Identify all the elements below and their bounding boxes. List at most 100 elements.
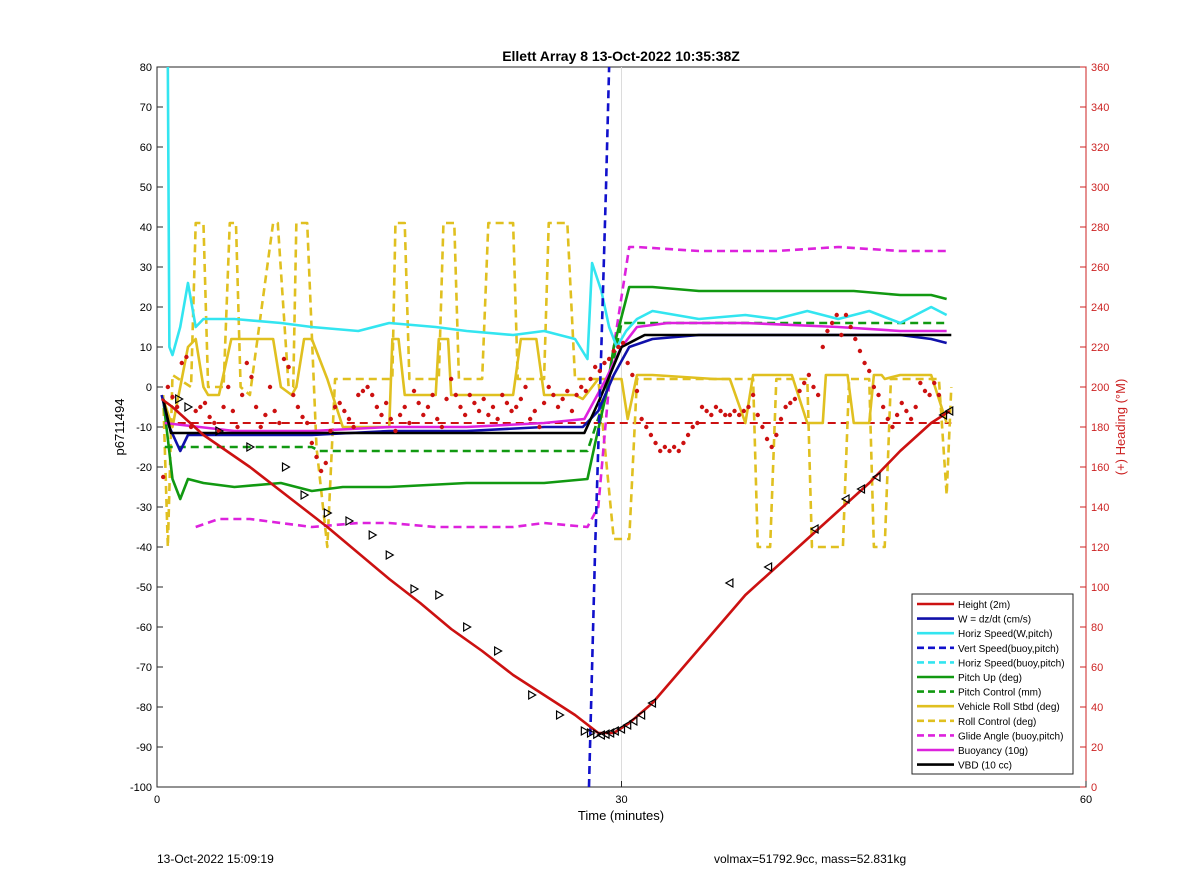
legend-label-buoyancy-10g: Buoyancy (10g) <box>958 746 1028 757</box>
heading-point <box>685 432 691 438</box>
heading-point <box>184 354 189 360</box>
heading-point <box>188 424 194 430</box>
y2-tick-label: 180 <box>1091 422 1109 434</box>
y2-tick-label: 160 <box>1091 462 1109 474</box>
height-markers <box>175 393 954 741</box>
y2-axis-label: (+) Heading (°M) <box>1113 379 1128 476</box>
heading-point <box>546 384 551 390</box>
series-vert-speed-buoy-pitch <box>587 67 611 787</box>
height-marker <box>463 621 472 633</box>
heading-point <box>239 392 245 398</box>
heading-point <box>435 416 440 422</box>
y2-tick-label: 280 <box>1091 222 1109 234</box>
legend-label-pitch-up-deg: Pitch Up (deg) <box>958 673 1022 684</box>
heading-point <box>936 392 942 398</box>
heading-point <box>634 388 640 394</box>
legend: Height (2m) W = dz/dt (cm/s) Horiz Speed(W… <box>911 593 1074 775</box>
heading-point <box>444 396 449 402</box>
height-marker <box>724 577 734 589</box>
heading-point <box>699 404 705 410</box>
heading-point <box>908 416 914 422</box>
heading-point <box>918 380 923 386</box>
heading-point <box>263 412 268 418</box>
heading-point <box>913 404 918 410</box>
height-marker <box>345 515 355 527</box>
heading-point <box>425 404 431 410</box>
series-horiz-speed-w-pitch <box>166 67 948 361</box>
x-tick-label: 30 <box>615 794 627 806</box>
heading-point <box>565 388 570 394</box>
series-roll-control-deg <box>161 221 953 549</box>
height-marker <box>494 645 503 657</box>
heading-point <box>848 324 853 330</box>
height-marker <box>622 719 632 731</box>
legend-label-horiz-speed-w-pitch: Horiz Speed(W,pitch) <box>958 629 1052 640</box>
heading-point <box>676 448 681 454</box>
y-tick-label: 40 <box>140 222 152 234</box>
heading-point <box>625 360 630 366</box>
height-marker <box>944 405 954 417</box>
height-marker <box>938 409 948 421</box>
heading-point <box>291 392 296 398</box>
x-tick-label: 0 <box>154 794 160 806</box>
heading-point <box>337 400 342 406</box>
heading-point <box>829 320 835 326</box>
heading-point <box>193 408 198 414</box>
heading-point <box>620 340 626 346</box>
heading-point <box>569 408 575 414</box>
heading-point <box>811 384 816 390</box>
heading-point <box>579 384 584 390</box>
heading-point <box>899 400 904 406</box>
x-tick-label: 60 <box>1080 794 1092 806</box>
footer-timestamp: 13-Oct-2022 15:09:19 <box>157 852 274 866</box>
heading-point <box>797 388 802 394</box>
heading-point <box>880 404 886 410</box>
heading-point <box>606 356 612 362</box>
heading-point <box>212 420 217 426</box>
footer-vehicle-info: volmax=51792.9cc, mass=52.831kg <box>714 852 907 866</box>
heading-point <box>727 412 733 418</box>
legend-label-vert-speed-buoy-pitch: Vert Speed(buoy,pitch) <box>958 644 1059 655</box>
heading-point <box>658 448 663 454</box>
heading-point <box>295 404 301 410</box>
legend-label-roll-control-deg: Roll Control (deg) <box>958 717 1036 728</box>
y2-tick-label: 220 <box>1091 342 1109 354</box>
y2-tick-label: 360 <box>1091 62 1109 74</box>
heading-point <box>755 412 760 418</box>
heading-point <box>179 360 184 366</box>
heading-point <box>170 394 175 400</box>
height-marker <box>368 529 378 541</box>
height-marker <box>647 697 657 709</box>
heading-point <box>258 424 263 430</box>
heading-point <box>741 408 747 414</box>
legend-label-horiz-speed-buoy-pitch: Horiz Speed(buoy,pitch) <box>958 658 1065 669</box>
heading-point <box>927 392 932 398</box>
series-vbd-10-cc <box>161 333 952 435</box>
heading-point <box>458 404 463 410</box>
legend-label-w-dz-dt-cm-s: W = dz/dt (cm/s) <box>958 615 1031 626</box>
heading-point <box>253 404 259 410</box>
height-marker <box>636 709 646 721</box>
heading-point <box>653 440 658 446</box>
y2-tick-label: 0 <box>1091 782 1097 794</box>
heading-point <box>207 414 212 420</box>
heading-point <box>495 416 500 422</box>
heading-point <box>946 0 950 2</box>
legend-label-height-2m: Height (2m) <box>958 600 1010 611</box>
heading-point <box>778 416 784 422</box>
heading-point <box>644 424 649 430</box>
heading-point <box>407 420 412 426</box>
heading-point <box>839 332 844 338</box>
heading-point <box>788 400 793 406</box>
height-marker <box>300 489 310 501</box>
heading-point <box>723 412 728 418</box>
heading-point <box>388 416 393 422</box>
heading-point <box>244 360 250 366</box>
heading-point <box>309 440 315 446</box>
y2-tick-label: 140 <box>1091 502 1109 514</box>
series-layer <box>160 0 953 787</box>
series-pitch-up-deg <box>161 285 947 501</box>
heading-point <box>792 396 798 402</box>
y-tick-label: -80 <box>136 702 152 714</box>
